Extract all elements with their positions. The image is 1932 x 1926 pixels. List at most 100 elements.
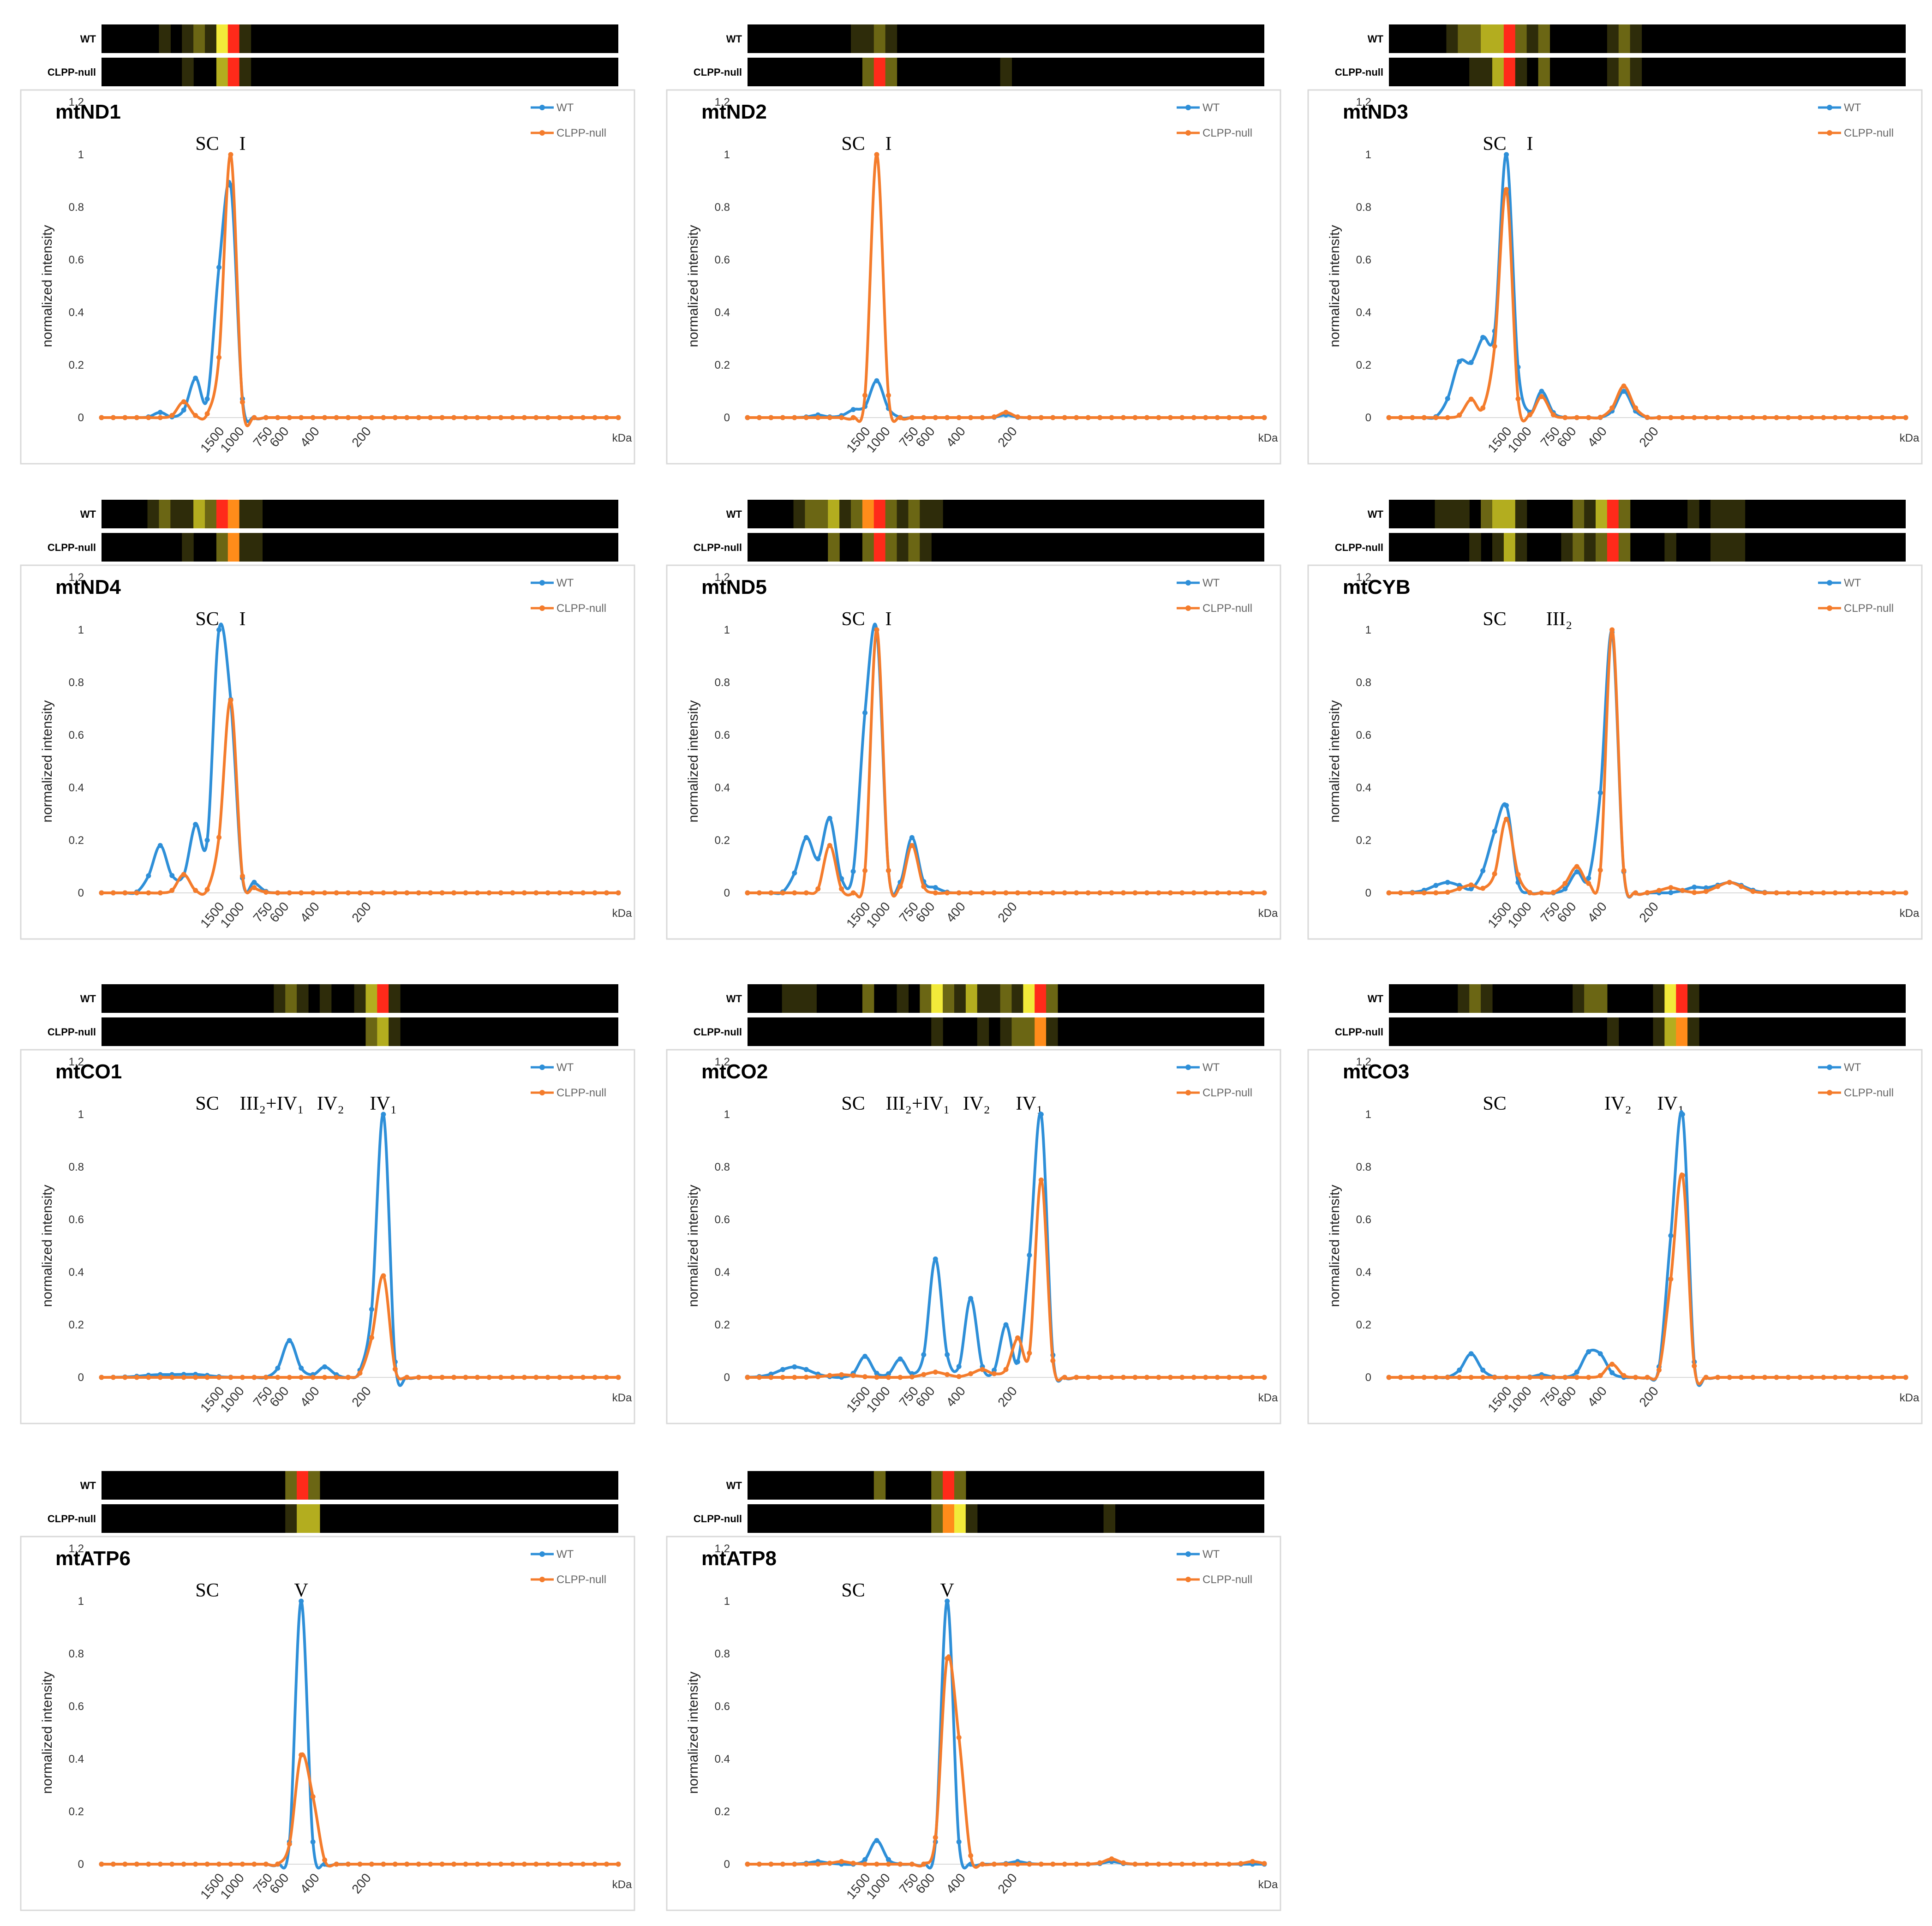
data-point xyxy=(521,1861,527,1867)
data-point xyxy=(299,1752,304,1758)
heatmap-band xyxy=(159,500,171,528)
data-point xyxy=(1597,1373,1603,1378)
data-point xyxy=(1250,1375,1256,1380)
data-point xyxy=(945,415,950,420)
data-point xyxy=(193,1861,198,1867)
data-point xyxy=(533,415,539,420)
data-point xyxy=(897,884,903,889)
data-point xyxy=(1386,890,1392,896)
y-tick-label: 0.2 xyxy=(1356,359,1371,371)
data-point xyxy=(1226,415,1232,420)
heatmap-band xyxy=(1526,24,1539,53)
data-point xyxy=(1739,884,1744,889)
data-point xyxy=(1774,890,1779,896)
data-point xyxy=(1179,1861,1185,1867)
data-point xyxy=(1492,343,1497,349)
data-point xyxy=(1480,1367,1486,1373)
data-point xyxy=(381,1273,386,1279)
heatmap-row-label: CLPP-null xyxy=(694,1026,742,1038)
data-point xyxy=(533,890,539,896)
data-point xyxy=(1038,1177,1044,1183)
legend-label: WT xyxy=(1202,102,1220,114)
data-point xyxy=(146,1861,151,1867)
heatmap-band xyxy=(216,58,228,86)
data-point xyxy=(451,415,457,420)
data-point xyxy=(1085,1375,1091,1380)
heatmap-band xyxy=(147,500,160,528)
data-point xyxy=(533,1375,539,1380)
heatmap-band xyxy=(920,533,932,562)
data-point xyxy=(568,890,574,896)
legend-label: WT xyxy=(556,577,574,589)
data-point xyxy=(780,1375,785,1380)
peak-annotation: I xyxy=(1526,133,1533,155)
data-point xyxy=(346,890,351,896)
data-point xyxy=(1445,396,1450,401)
data-point xyxy=(1445,879,1450,885)
data-point xyxy=(1062,415,1067,420)
legend-label: WT xyxy=(1202,1548,1220,1561)
heatmap-band xyxy=(931,1504,943,1533)
heatmap-band xyxy=(920,500,932,528)
data-point xyxy=(839,415,844,420)
data-point xyxy=(1680,1172,1685,1178)
data-point xyxy=(1421,890,1427,896)
y-tick-label: 0.8 xyxy=(69,1648,84,1660)
heatmap-band xyxy=(1458,24,1470,53)
heatmap-band xyxy=(1630,58,1642,86)
heatmap-band xyxy=(1607,533,1619,562)
data-point xyxy=(1492,829,1497,834)
heatmap-band xyxy=(319,984,332,1013)
data-point xyxy=(968,415,974,420)
data-point xyxy=(1809,890,1814,896)
data-point xyxy=(1609,405,1615,411)
peak-annotation: I xyxy=(239,609,245,630)
data-point xyxy=(1785,415,1791,420)
data-point xyxy=(1692,415,1697,420)
data-point xyxy=(850,1860,856,1866)
heatmap-band xyxy=(1607,24,1619,53)
y-tick-label: 1 xyxy=(724,1595,730,1608)
data-point xyxy=(416,1861,421,1867)
data-point xyxy=(1762,1375,1768,1380)
data-point xyxy=(1398,890,1403,896)
data-point xyxy=(498,1861,503,1867)
heatmap-band xyxy=(1023,984,1035,1013)
peak-annotation: SC xyxy=(195,1580,219,1601)
data-point xyxy=(1586,1349,1591,1354)
data-point xyxy=(1550,1375,1556,1380)
data-point xyxy=(1903,1375,1908,1380)
data-point xyxy=(1027,1350,1032,1356)
data-point xyxy=(945,1352,950,1358)
data-point xyxy=(1515,396,1521,401)
data-point xyxy=(1609,1370,1615,1376)
heatmap-row-label: CLPP-null xyxy=(1335,1026,1383,1038)
heatmap-band xyxy=(365,984,377,1013)
data-point xyxy=(921,1861,927,1867)
data-point xyxy=(216,835,222,840)
heatmap-band xyxy=(182,500,194,528)
data-point xyxy=(827,1860,832,1866)
chart-panel-mtCYB: WT CLPP-null mtCYB 0 0.2 0.4 0.6 0.8 1 1.2 normali… xyxy=(1307,500,1923,940)
heatmap-band xyxy=(227,500,240,528)
data-point xyxy=(1468,882,1474,888)
data-point xyxy=(545,1861,550,1867)
chart-frame xyxy=(20,1049,635,1424)
data-point xyxy=(310,1794,316,1800)
data-point xyxy=(181,407,186,413)
data-point xyxy=(1504,1375,1509,1380)
data-point xyxy=(1015,1359,1020,1364)
data-point xyxy=(1774,415,1779,420)
data-point xyxy=(346,1375,351,1380)
data-point xyxy=(862,1857,868,1862)
heatmap-band xyxy=(1653,1017,1665,1046)
peak-annotation: I xyxy=(885,609,891,630)
data-point xyxy=(392,1861,398,1867)
data-point xyxy=(369,890,374,896)
data-point xyxy=(839,1859,844,1864)
y-tick-label: 1 xyxy=(724,1108,730,1121)
data-point xyxy=(475,1375,480,1380)
data-point xyxy=(1203,415,1208,420)
data-point xyxy=(580,1861,586,1867)
